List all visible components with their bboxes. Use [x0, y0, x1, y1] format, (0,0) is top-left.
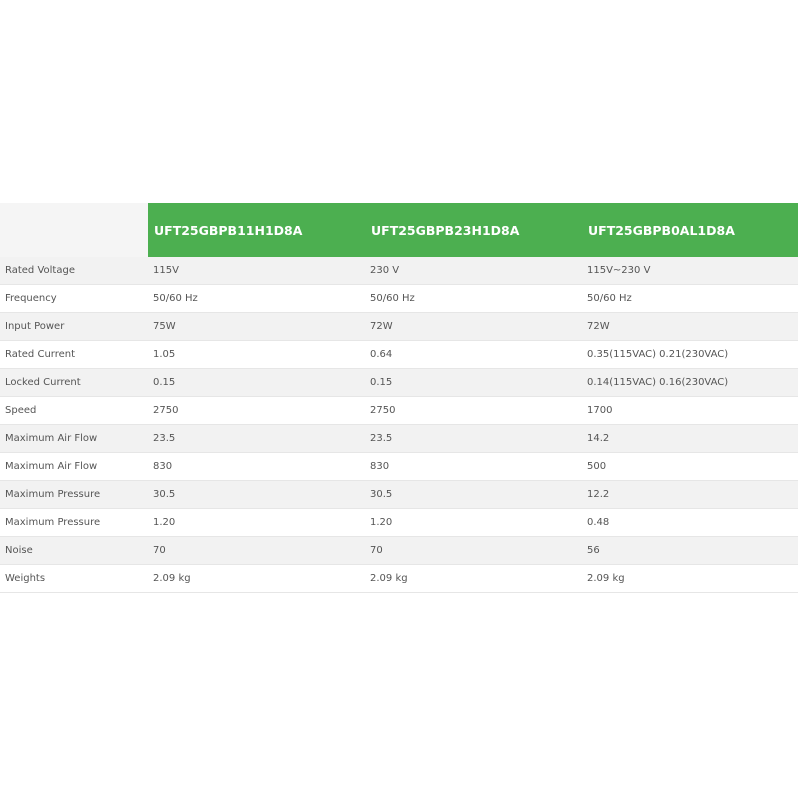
table-cell: 70 — [153, 545, 166, 556]
table-cell: 115V — [153, 265, 179, 276]
table-cell: 0.14(115VAC) 0.16(230VAC) — [587, 377, 729, 388]
table-row: Maximum Air Flow 23.5 23.5 14.2 — [0, 425, 798, 453]
table-row: Weights 2.09 kg 2.09 kg 2.09 kg — [0, 565, 798, 593]
spec-table: UFT25GBPB11H1D8A UFT25GBPB23H1D8A UFT25G… — [0, 203, 798, 593]
table-cell: 75W — [153, 321, 176, 332]
table-cell: 1.05 — [153, 349, 176, 360]
table-cell: 230 V — [370, 265, 400, 276]
table-cell: 2.09 kg — [153, 573, 191, 584]
row-label: Weights — [5, 573, 46, 584]
table-row: Locked Current 0.15 0.15 0.14(115VAC) 0.16(… — [0, 369, 798, 397]
table-cell: 1.20 — [370, 517, 393, 528]
table-row: Rated Current 1.05 0.64 0.35(115VAC) 0.21(2… — [0, 341, 798, 369]
table-row: Rated Voltage 115V 230 V 115V~230 V — [0, 257, 798, 285]
table-row: Input Power 75W 72W 72W — [0, 313, 798, 341]
table-cell: 0.35(115VAC) 0.21(230VAC) — [587, 349, 729, 360]
row-label: Maximum Air Flow — [5, 461, 98, 472]
table-cell: 1.20 — [153, 517, 176, 528]
table-row: Maximum Pressure 30.5 30.5 12.2 — [0, 481, 798, 509]
table-cell: 2.09 kg — [587, 573, 625, 584]
table-cell: 50/60 Hz — [370, 293, 415, 304]
table-cell: 2750 — [153, 405, 179, 416]
row-label: Speed — [5, 405, 37, 416]
column-header: UFT25GBPB0AL1D8A — [582, 203, 798, 257]
table-cell: 12.2 — [587, 489, 610, 500]
row-label: Rated Voltage — [5, 265, 75, 276]
table-cell: 500 — [587, 461, 607, 472]
table-cell: 72W — [370, 321, 393, 332]
table-cell: 23.5 — [153, 433, 176, 444]
table-cell: 1700 — [587, 405, 613, 416]
row-label: Frequency — [5, 293, 57, 304]
table-cell: 0.48 — [587, 517, 610, 528]
table-row: Speed 2750 2750 1700 — [0, 397, 798, 425]
table-cell: 115V~230 V — [587, 265, 651, 276]
row-label: Rated Current — [5, 349, 76, 360]
table-cell: 0.15 — [153, 377, 176, 388]
row-label: Maximum Pressure — [5, 489, 101, 500]
table-row: Noise 70 70 56 — [0, 537, 798, 565]
table-cell: 2750 — [370, 405, 396, 416]
table-cell: 30.5 — [153, 489, 176, 500]
table-cell: 30.5 — [370, 489, 393, 500]
column-header: UFT25GBPB11H1D8A — [148, 203, 365, 257]
table-body: Rated Voltage 115V 230 V 115V~230 V Frequenc… — [0, 257, 798, 593]
header-corner — [0, 203, 148, 257]
table-cell: 830 — [153, 461, 173, 472]
table-cell: 70 — [370, 545, 383, 556]
table-row: Frequency 50/60 Hz 50/60 Hz 50/60 Hz — [0, 285, 798, 313]
table-row: Maximum Pressure 1.20 1.20 0.48 — [0, 509, 798, 537]
table-cell: 830 — [370, 461, 390, 472]
row-label: Maximum Pressure — [5, 517, 101, 528]
row-label: Input Power — [5, 321, 65, 332]
column-header: UFT25GBPB23H1D8A — [365, 203, 582, 257]
table-cell: 56 — [587, 545, 600, 556]
row-label: Maximum Air Flow — [5, 433, 98, 444]
table-cell: 23.5 — [370, 433, 393, 444]
table-cell: 2.09 kg — [370, 573, 408, 584]
table-cell: 72W — [587, 321, 610, 332]
row-label: Noise — [5, 545, 33, 556]
table-cell: 14.2 — [587, 433, 610, 444]
table-cell: 0.15 — [370, 377, 393, 388]
table-cell: 50/60 Hz — [587, 293, 632, 304]
table-cell: 0.64 — [370, 349, 393, 360]
row-label: Locked Current — [5, 377, 81, 388]
table-cell: 50/60 Hz — [153, 293, 198, 304]
table-row: Maximum Air Flow 830 830 500 — [0, 453, 798, 481]
table-header: UFT25GBPB11H1D8A UFT25GBPB23H1D8A UFT25G… — [0, 203, 798, 257]
